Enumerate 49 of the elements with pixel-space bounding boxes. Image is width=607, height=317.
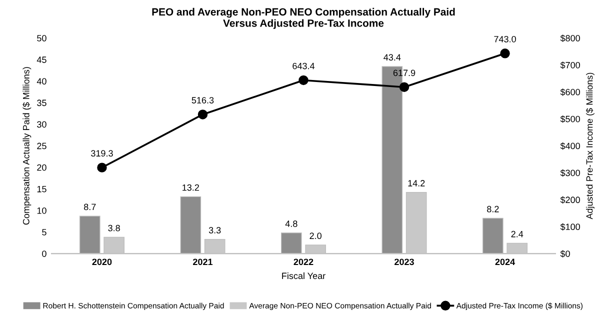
data-label: 14.2 <box>408 180 425 186</box>
point <box>399 82 410 92</box>
x-tick-label: 2021 <box>193 258 213 266</box>
x-tick-label: 2020 <box>92 258 112 266</box>
point <box>97 162 107 172</box>
data-label: 2.4 <box>511 230 524 238</box>
y-tick-label: 40 <box>36 78 46 85</box>
y2-tick-label: $700 <box>560 62 580 69</box>
y2-tick-label: $600 <box>560 88 580 96</box>
y-axis-title: Compensation Actually Paid ($ Millions) <box>22 67 32 225</box>
point <box>298 75 308 86</box>
data-label: 643.4 <box>292 62 315 70</box>
x-tick-label: 2023 <box>394 258 414 266</box>
y-tick-label: 35 <box>37 100 46 106</box>
y-tick-label: 45 <box>36 56 46 63</box>
x-tick-label: 2022 <box>294 258 314 266</box>
y-tick-label: 30 <box>37 121 46 128</box>
y2-tick-label: $100 <box>560 223 580 231</box>
y-tick-label: 10 <box>37 207 46 214</box>
y-tick-label: 20 <box>37 164 46 171</box>
y-tick-label: 15 <box>37 186 46 192</box>
data-label: 319.3 <box>91 150 113 157</box>
data-label: 8.7 <box>84 204 96 210</box>
y2-tick-label: $800 <box>560 34 580 42</box>
data-label: 3.8 <box>108 224 120 232</box>
y2-axis-title: Adjusted Pre-Tax Income ($ Millions) <box>586 72 594 220</box>
x-axis-title: Fiscal Year <box>282 272 326 280</box>
data-label: 13.2 <box>182 184 199 191</box>
y-tick-label: 0 <box>42 250 46 257</box>
y-tick-label: 25 <box>37 142 46 150</box>
point <box>500 48 510 58</box>
data-label: 617.9 <box>393 70 416 76</box>
data-label: 8.2 <box>487 206 499 212</box>
y2-tick-label: $500 <box>560 115 580 123</box>
point <box>198 110 208 120</box>
y2-tick-label: $200 <box>560 196 580 204</box>
data-label: 743.0 <box>494 36 516 42</box>
chart-title: PEO and Average Non-PEO NEO Compensation Actually Paid Versus Adjusted Pre-Tax Income <box>152 8 455 29</box>
data-label: 4.8 <box>285 220 298 227</box>
data-label: 3.3 <box>208 227 221 234</box>
y-tick-label: 5 <box>42 229 46 236</box>
y-tick-label: 50 <box>37 35 46 42</box>
y2-tick-label: $0 <box>560 250 570 258</box>
y2-tick-label: $300 <box>560 169 580 177</box>
data-label: 2.0 <box>310 232 322 240</box>
data-label: 43.4 <box>384 54 401 61</box>
x-tick-label: 2024 <box>495 258 516 266</box>
data-label: 516.3 <box>192 97 214 104</box>
y2-tick-label: $400 <box>560 142 580 150</box>
